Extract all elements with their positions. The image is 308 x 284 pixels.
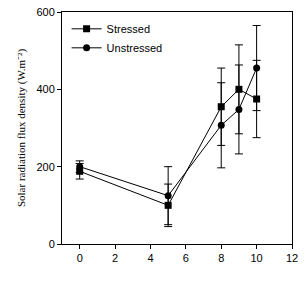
svg-text:Stressed: Stressed [107, 23, 150, 35]
svg-text:2: 2 [112, 252, 118, 264]
svg-text:4: 4 [147, 252, 153, 264]
svg-text:0: 0 [49, 238, 55, 250]
svg-text:6: 6 [183, 252, 189, 264]
svg-text:200: 200 [36, 161, 54, 173]
svg-text:600: 600 [36, 6, 54, 18]
svg-text:Solar radiation flux density (: Solar radiation flux density (W.m⁻²) [15, 49, 28, 207]
svg-text:400: 400 [36, 83, 54, 95]
svg-text:10: 10 [250, 252, 262, 264]
svg-text:Unstressed: Unstressed [107, 42, 163, 54]
svg-text:8: 8 [218, 252, 224, 264]
svg-text:12: 12 [286, 252, 298, 264]
svg-text:0: 0 [77, 252, 83, 264]
